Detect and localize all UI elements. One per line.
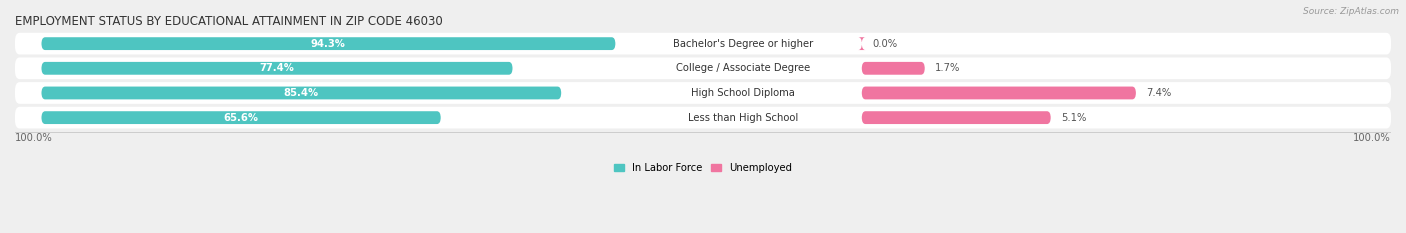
FancyBboxPatch shape (41, 62, 513, 75)
FancyBboxPatch shape (15, 33, 1391, 55)
FancyBboxPatch shape (15, 82, 1391, 104)
Text: College / Associate Degree: College / Associate Degree (675, 63, 810, 73)
Text: Bachelor's Degree or higher: Bachelor's Degree or higher (672, 39, 813, 49)
Legend: In Labor Force, Unemployed: In Labor Force, Unemployed (614, 163, 792, 173)
FancyBboxPatch shape (862, 62, 925, 75)
FancyBboxPatch shape (41, 86, 561, 99)
FancyBboxPatch shape (15, 107, 1391, 128)
Text: Less than High School: Less than High School (688, 113, 797, 123)
Text: 77.4%: 77.4% (260, 63, 294, 73)
Text: 100.0%: 100.0% (15, 133, 53, 143)
FancyBboxPatch shape (858, 37, 866, 50)
Text: 94.3%: 94.3% (311, 39, 346, 49)
FancyBboxPatch shape (41, 37, 616, 50)
FancyBboxPatch shape (862, 86, 1136, 99)
Text: High School Diploma: High School Diploma (690, 88, 794, 98)
Text: Source: ZipAtlas.com: Source: ZipAtlas.com (1303, 7, 1399, 16)
Text: 7.4%: 7.4% (1146, 88, 1171, 98)
Text: 85.4%: 85.4% (284, 88, 319, 98)
Text: 65.6%: 65.6% (224, 113, 259, 123)
FancyBboxPatch shape (41, 111, 440, 124)
FancyBboxPatch shape (862, 111, 1050, 124)
Text: EMPLOYMENT STATUS BY EDUCATIONAL ATTAINMENT IN ZIP CODE 46030: EMPLOYMENT STATUS BY EDUCATIONAL ATTAINM… (15, 15, 443, 28)
FancyBboxPatch shape (15, 58, 1391, 79)
Text: 5.1%: 5.1% (1062, 113, 1087, 123)
Text: 1.7%: 1.7% (935, 63, 960, 73)
Text: 0.0%: 0.0% (873, 39, 897, 49)
Text: 100.0%: 100.0% (1353, 133, 1391, 143)
